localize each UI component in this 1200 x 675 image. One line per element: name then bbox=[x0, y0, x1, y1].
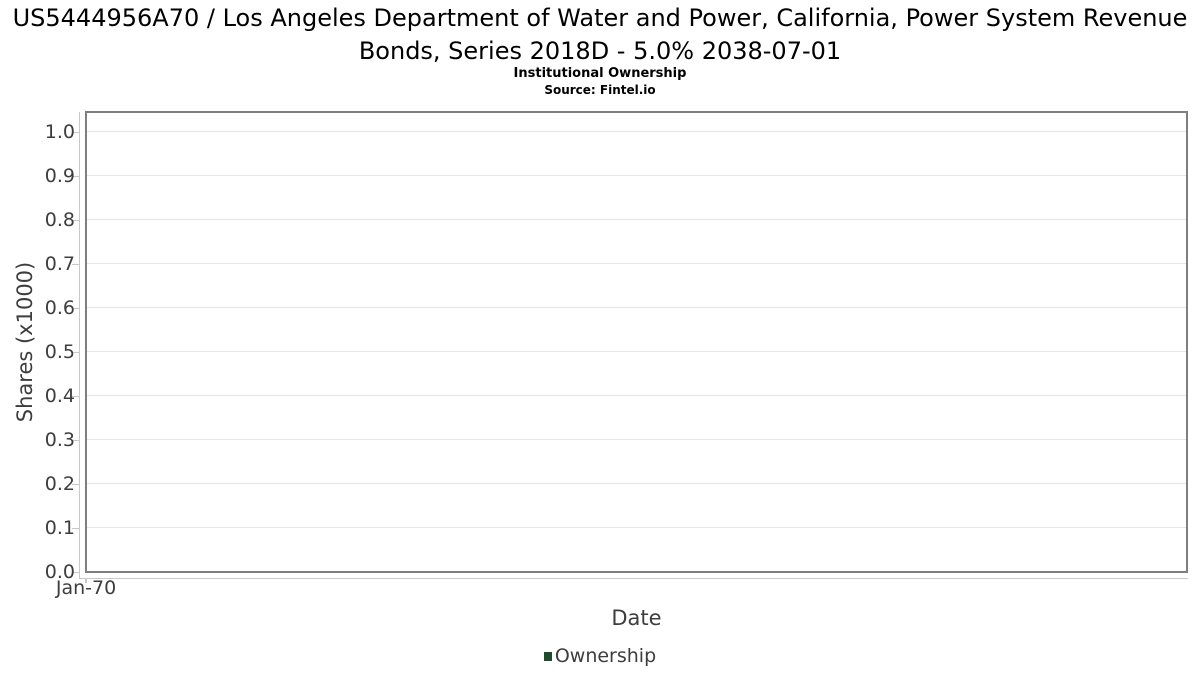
y-tick-mark bbox=[72, 396, 79, 397]
x-tick-mark bbox=[85, 578, 87, 583]
y-tick-label: 0.5 bbox=[44, 341, 75, 363]
y-tick-label: 0.6 bbox=[44, 297, 75, 319]
y-tick-mark bbox=[72, 572, 79, 573]
gridline bbox=[87, 219, 1186, 220]
gridline bbox=[87, 395, 1186, 396]
x-tick-label: Jan-70 bbox=[55, 577, 117, 599]
y-tick-label: 0.7 bbox=[44, 253, 75, 275]
gridline bbox=[87, 131, 1186, 133]
y-tick-mark bbox=[72, 264, 79, 265]
y-axis-line bbox=[79, 112, 80, 579]
gridline bbox=[87, 307, 1186, 308]
gridline bbox=[87, 351, 1186, 352]
y-tick-mark bbox=[72, 132, 79, 134]
y-tick-mark bbox=[72, 308, 79, 309]
gridline bbox=[87, 527, 1186, 528]
gridline bbox=[87, 483, 1186, 484]
y-tick-mark bbox=[72, 352, 79, 353]
gridline bbox=[87, 263, 1186, 264]
gridline bbox=[87, 439, 1186, 440]
y-tick-label: 0.0 bbox=[44, 561, 75, 583]
y-tick-mark bbox=[72, 220, 79, 221]
gridline bbox=[87, 175, 1186, 177]
y-tick-label: 0.2 bbox=[44, 473, 75, 495]
chart-title: US5444956A70 / Los Angeles Department of… bbox=[12, 4, 1188, 65]
chart-subtitle: Institutional Ownership bbox=[513, 66, 687, 81]
legend: Ownership bbox=[0, 645, 1200, 667]
chart-source-credit: Source: Fintel.io bbox=[544, 83, 656, 97]
y-tick-label: 0.9 bbox=[44, 165, 75, 188]
legend-label: Ownership bbox=[554, 645, 657, 667]
x-axis-line bbox=[79, 578, 1188, 579]
y-tick-label: 0.3 bbox=[44, 429, 75, 451]
y-tick-mark bbox=[72, 440, 79, 441]
y-tick-mark bbox=[72, 528, 79, 529]
y-tick-label: 0.1 bbox=[44, 517, 75, 539]
plot-area bbox=[85, 111, 1188, 573]
legend-marker-icon bbox=[543, 651, 552, 661]
y-tick-label: 0.8 bbox=[44, 209, 75, 231]
x-axis-title: Date bbox=[611, 606, 662, 630]
y-tick-mark bbox=[72, 484, 79, 485]
y-tick-mark bbox=[72, 176, 79, 178]
legend-item-ownership[interactable]: Ownership bbox=[543, 645, 657, 667]
y-tick-label: 0.4 bbox=[44, 385, 75, 407]
y-tick-label: 1.0 bbox=[44, 121, 75, 144]
